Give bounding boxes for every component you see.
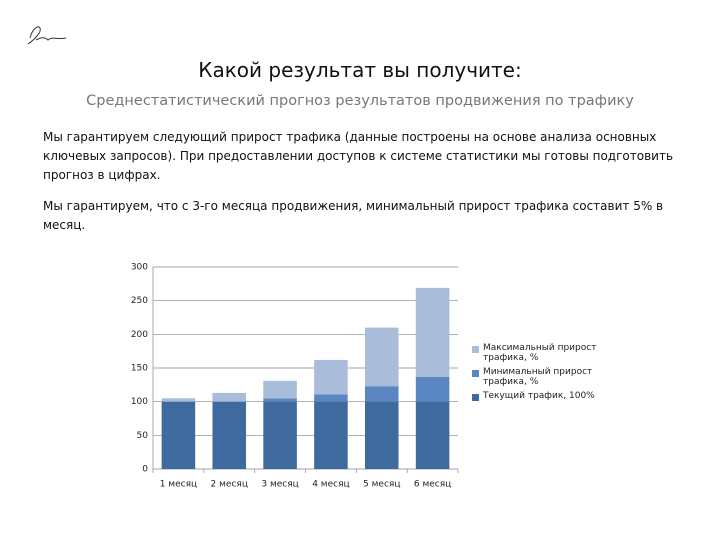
- bar-segment: [364, 327, 399, 387]
- legend-swatch: [472, 346, 479, 353]
- bar-segment: [263, 398, 297, 402]
- x-tick-label: 4 месяц: [312, 480, 349, 490]
- y-tick-label: 50: [137, 431, 149, 441]
- bar-segment: [314, 359, 348, 395]
- legend-label: Максимальный прирост трафика, %: [483, 343, 597, 363]
- slide-title: Какой результат вы получите:: [198, 58, 522, 82]
- x-tick-label: 3 месяц: [261, 480, 298, 490]
- y-tick-label: 200: [131, 330, 148, 340]
- bar-segment: [415, 287, 450, 377]
- legend: Максимальный прирост трафика, % Минимальн…: [472, 343, 602, 405]
- bar-segment: [161, 401, 196, 469]
- legend-item: Максимальный прирост трафика, %: [472, 343, 602, 363]
- bar-segment: [212, 401, 247, 469]
- bar-segment: [364, 401, 399, 469]
- x-tick-label: 5 месяц: [363, 480, 400, 490]
- x-tick-label: 1 месяц: [160, 480, 197, 490]
- legend-label: Минимальный прирост трафика, %: [483, 367, 593, 387]
- legend-swatch: [472, 370, 479, 377]
- legend-label: Текущий трафик, 100%: [483, 391, 595, 401]
- bar-segment: [415, 376, 450, 402]
- x-tick-label: 6 месяц: [414, 480, 451, 490]
- paragraph: Мы гарантируем, что с 3-го месяца продви…: [43, 199, 664, 232]
- bar-segment: [161, 398, 196, 402]
- y-tick-label: 100: [131, 397, 148, 407]
- legend-swatch: [472, 394, 479, 401]
- y-tick-label: 300: [131, 263, 148, 273]
- bar-segment: [263, 401, 297, 469]
- bar-segment: [415, 401, 450, 469]
- logo: [27, 26, 67, 45]
- bar-segment: [314, 394, 348, 402]
- x-tick-label: 2 месяц: [211, 480, 248, 490]
- y-tick-label: 0: [142, 465, 148, 475]
- y-tick-label: 250: [131, 296, 148, 306]
- slide-subtitle: Среднестатистический прогноз результатов…: [86, 93, 634, 109]
- bar-segment: [314, 401, 348, 469]
- y-tick-label: 150: [131, 364, 148, 374]
- paragraph: Мы гарантируем следующий прирост трафика…: [43, 130, 674, 182]
- bar-segment: [212, 392, 247, 402]
- legend-item: Текущий трафик, 100%: [472, 391, 602, 401]
- legend-item: Минимальный прирост трафика, %: [472, 367, 602, 387]
- bar-segment: [263, 380, 297, 399]
- bar-segment: [364, 386, 399, 402]
